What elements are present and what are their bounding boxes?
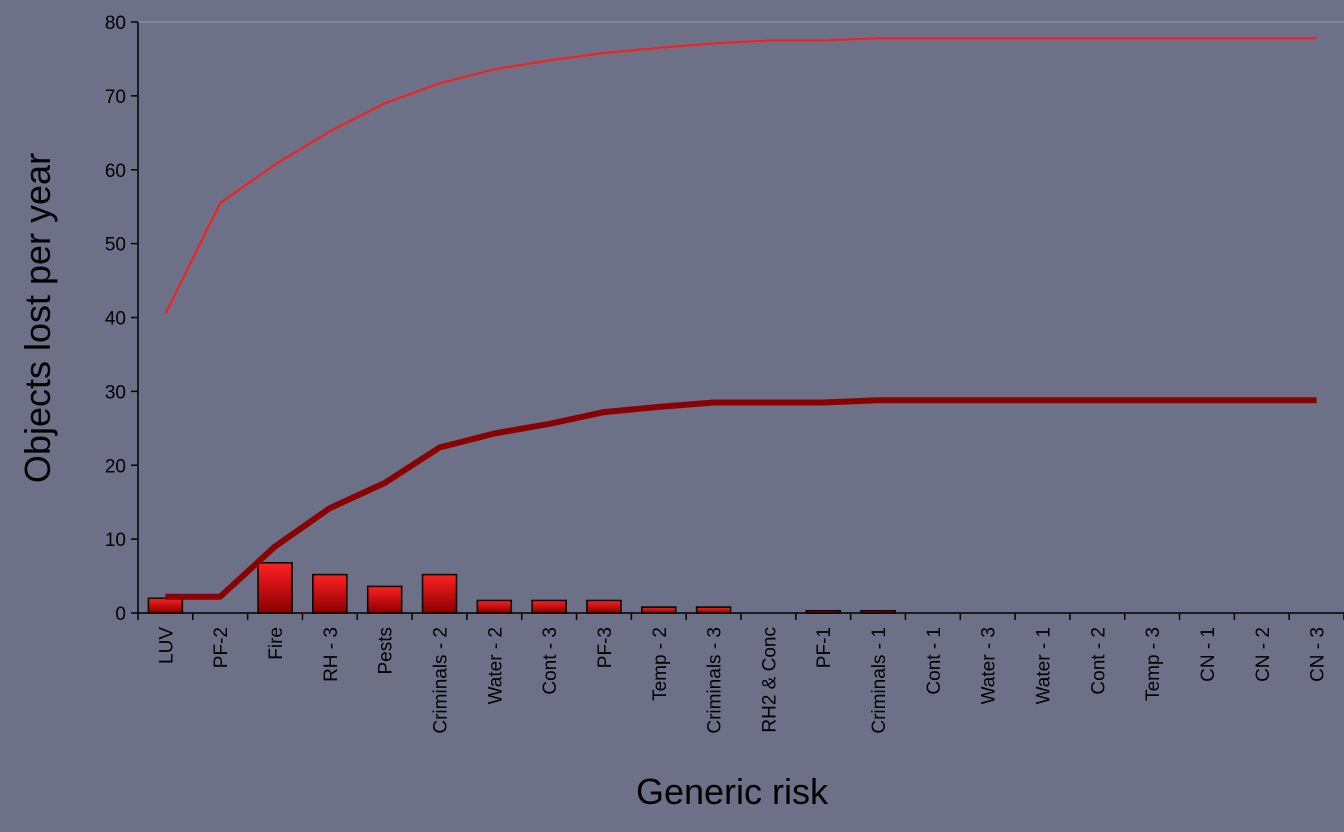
- x-tick-label: Cont - 2: [1088, 627, 1109, 695]
- x-tick-label: CN - 1: [1198, 627, 1219, 682]
- x-tick-label: LUV: [156, 627, 177, 664]
- x-tick-label: Criminals - 1: [869, 627, 890, 734]
- plot-area: 0 10 20 30 40 50 60 70 80 LUV PF-2 Fire RH - 3 Pests C…: [105, 13, 1344, 734]
- x-tick-label: PF-2: [211, 627, 232, 668]
- bar: [258, 563, 292, 613]
- bar: [642, 607, 676, 613]
- x-tick-label: CN - 2: [1253, 627, 1274, 682]
- y-axis-title: Objects lost per year: [17, 153, 58, 483]
- bar: [861, 611, 895, 613]
- x-tick-label: Water - 2: [485, 627, 506, 704]
- cumulative-line: [165, 400, 1316, 597]
- y-tick-label: 20: [105, 456, 126, 477]
- x-tick-label: Cont - 1: [924, 627, 945, 695]
- x-tick-label: Fire: [266, 627, 287, 660]
- bar: [423, 575, 457, 613]
- y-tick-label: 60: [105, 161, 126, 182]
- x-tick-label: PF-3: [595, 627, 616, 668]
- y-tick-label: 70: [105, 87, 126, 108]
- bar: [697, 607, 731, 613]
- bar: [313, 575, 347, 613]
- bar: [806, 611, 840, 613]
- bar: [477, 600, 511, 613]
- y-tick-label: 10: [105, 530, 126, 551]
- x-tick-label: PF-1: [814, 627, 835, 668]
- x-tick-label: Temp - 2: [650, 627, 671, 701]
- x-tick-label: Criminals - 2: [431, 627, 452, 734]
- y-tick-label: 80: [105, 13, 126, 34]
- x-tick-label: Temp - 3: [1143, 627, 1164, 701]
- bar: [532, 600, 566, 613]
- x-axis-title: Generic risk: [636, 771, 829, 812]
- y-tick-label: 40: [105, 309, 126, 330]
- x-tick-label: Pests: [376, 627, 397, 675]
- x-tick-label: Water - 1: [1034, 627, 1055, 704]
- bar: [148, 598, 182, 613]
- x-tick-label: Water - 3: [979, 627, 1000, 704]
- y-tick-label: 50: [105, 235, 126, 256]
- bar: [587, 600, 621, 613]
- y-tick-label: 30: [105, 382, 126, 403]
- x-tick-label: RH - 3: [321, 627, 342, 682]
- x-tick-label: Cont - 3: [540, 627, 561, 695]
- x-tick-label: RH2 & Conc: [759, 627, 780, 733]
- y-tick-label: 0: [115, 604, 126, 625]
- upper-line: [165, 38, 1316, 314]
- x-tick-label: Criminals - 3: [705, 627, 726, 734]
- x-tick-label: CN - 3: [1308, 627, 1329, 682]
- bar: [368, 586, 402, 613]
